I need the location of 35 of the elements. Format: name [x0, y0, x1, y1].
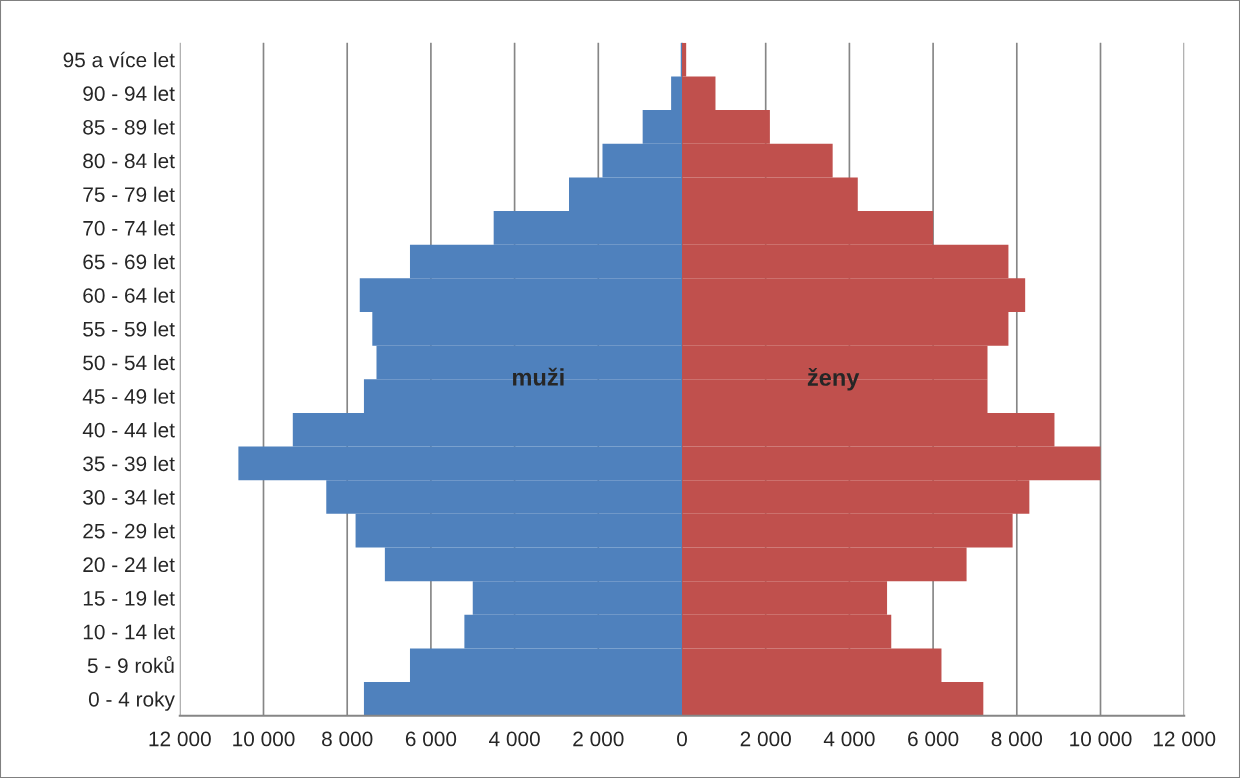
x-tick-label: 8 000: [322, 731, 373, 747]
y-tick-label: 50 - 54 let: [83, 354, 175, 371]
x-tick-label: 6 000: [908, 731, 959, 747]
y-tick-label: 60 - 64 let: [83, 287, 175, 303]
y-tick-label: 65 - 69 let: [83, 253, 175, 270]
series-label: muži: [513, 367, 564, 386]
x-tick-label: 10 000: [233, 731, 295, 747]
y-tick-label: 55 - 59 let: [83, 321, 175, 337]
x-tick-label: 12 000: [1153, 731, 1216, 747]
y-tick-label: 75 - 79 let: [83, 186, 175, 202]
series-label: ženy: [807, 368, 860, 391]
x-tick-label: 10 000: [1070, 731, 1132, 747]
y-tick-label: 5 - 9 roků: [87, 656, 174, 674]
x-tick-label: 12 000: [149, 731, 211, 747]
y-tick-label: 0 - 4 roky: [88, 691, 175, 711]
y-tick-label: 20 - 24 let: [83, 556, 175, 573]
x-tick-label: 8 000: [991, 731, 1043, 747]
x-tick-label: 4 000: [823, 731, 875, 747]
x-tick-label: 0: [677, 731, 687, 747]
x-tick-label: 2 000: [740, 731, 791, 747]
x-tick-label: 2 000: [573, 731, 624, 747]
y-tick-label: 80 - 84 let: [83, 153, 175, 169]
y-tick-label: 25 - 29 let: [83, 523, 175, 539]
y-tick-label: 15 - 19 let: [83, 590, 175, 606]
y-tick-label: 35 - 39 let: [83, 455, 175, 472]
y-tick-label: 40 - 44 let: [82, 422, 175, 438]
x-tick-label: 4 000: [489, 731, 540, 747]
y-tick-label: 30 - 34 let: [83, 489, 175, 505]
y-tick-label: 70 - 74 let: [83, 220, 175, 236]
y-tick-label: 90 - 94 let: [83, 85, 175, 102]
x-tick-label: 6 000: [405, 731, 457, 747]
y-tick-label: 45 - 49 let: [82, 388, 175, 404]
y-tick-label: 95 a více let: [63, 51, 175, 68]
y-tick-label: 85 - 89 let: [83, 119, 175, 135]
y-tick-label: 10 - 14 let: [83, 624, 175, 640]
